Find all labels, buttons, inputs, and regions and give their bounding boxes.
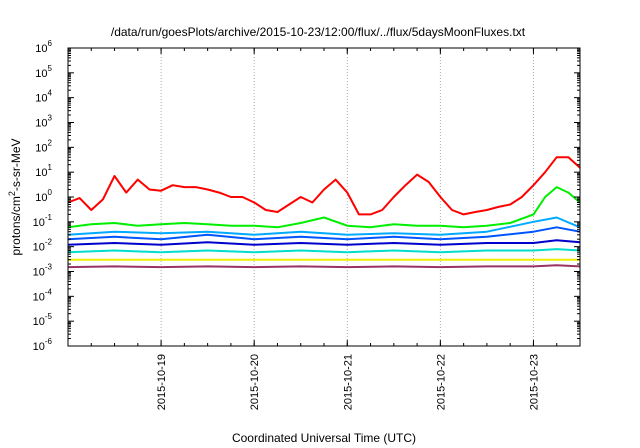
y-tick-label: 101 bbox=[35, 163, 52, 179]
y-tick-label-exponent: -6 bbox=[45, 337, 53, 346]
y-ticks: 10-610-510-410-310-210-11001011021031041… bbox=[33, 39, 580, 353]
y-tick-label: 103 bbox=[35, 114, 52, 130]
series-line-5 bbox=[67, 248, 581, 254]
y-tick-label-base: 10 bbox=[33, 291, 45, 303]
y-tick-label: 10-4 bbox=[33, 287, 53, 303]
y-axis-label-superscript: 2 bbox=[7, 191, 17, 196]
y-axis-label-main: protons/cm bbox=[9, 196, 23, 255]
y-tick-label-base: 10 bbox=[35, 43, 47, 55]
y-tick-label-exponent: 2 bbox=[48, 138, 53, 147]
x-axis-label: Coordinated Universal Time (UTC) bbox=[232, 431, 416, 445]
y-tick-label-base: 10 bbox=[33, 316, 45, 328]
y-tick-label-exponent: -5 bbox=[45, 312, 53, 321]
y-tick-label-base: 10 bbox=[35, 167, 47, 179]
series-line-1 bbox=[67, 186, 581, 229]
series-line-2 bbox=[67, 216, 581, 236]
y-axis-label-units: -s-sr-MeV bbox=[9, 138, 23, 191]
x-tick-label: 2015-10-21 bbox=[342, 354, 354, 410]
y-tick-label: 105 bbox=[35, 64, 52, 80]
chart-title: /data/run/goesPlots/archive/2015-10-23/1… bbox=[111, 25, 526, 39]
series-line-7 bbox=[67, 264, 581, 269]
series-line-0 bbox=[67, 156, 581, 216]
y-tick-label-exponent: 4 bbox=[48, 89, 53, 98]
grid-lines bbox=[160, 48, 534, 346]
y-tick-label-base: 10 bbox=[33, 267, 45, 279]
y-tick-label-base: 10 bbox=[35, 93, 47, 105]
y-tick-label: 10-5 bbox=[33, 312, 53, 328]
y-tick-label-base: 10 bbox=[35, 192, 47, 204]
x-tick-label: 2015-10-23 bbox=[528, 354, 540, 410]
y-tick-label-exponent: 5 bbox=[48, 64, 53, 73]
y-tick-label: 10-6 bbox=[33, 337, 53, 353]
x-ticks: 2015-10-19 2015-10-20 2015-10-21 2015-10-22… bbox=[67, 48, 581, 410]
y-tick-label: 10-3 bbox=[33, 263, 53, 279]
x-tick-label: 2015-10-22 bbox=[435, 354, 447, 410]
y-tick-label-exponent: 1 bbox=[48, 163, 53, 172]
y-tick-label: 100 bbox=[35, 188, 52, 204]
y-tick-label-base: 10 bbox=[35, 68, 47, 80]
y-tick-label-base: 10 bbox=[33, 217, 45, 229]
y-tick-label-exponent: -3 bbox=[45, 263, 53, 272]
plot-frame bbox=[67, 47, 581, 347]
y-tick-label: 10-1 bbox=[33, 213, 53, 229]
y-tick-label-base: 10 bbox=[33, 341, 45, 353]
y-tick-label: 104 bbox=[35, 89, 52, 105]
x-tick-label: 2015-10-20 bbox=[249, 354, 261, 410]
y-tick-label: 106 bbox=[35, 39, 52, 55]
y-tick-label-base: 10 bbox=[35, 142, 47, 154]
series-line-3 bbox=[67, 226, 581, 241]
y-tick-label-exponent: 6 bbox=[48, 39, 53, 48]
y-tick-label-exponent: 0 bbox=[48, 188, 53, 197]
y-tick-label-base: 10 bbox=[35, 118, 47, 130]
y-axis-label: protons/cm2-s-sr-MeV bbox=[7, 138, 23, 255]
y-tick-label: 10-2 bbox=[33, 238, 53, 254]
series-lines bbox=[67, 156, 581, 269]
y-tick-label-base: 10 bbox=[33, 242, 45, 254]
x-tick-label: 2015-10-19 bbox=[156, 354, 168, 410]
y-tick-label-exponent: -4 bbox=[45, 287, 53, 296]
y-tick-label-exponent: -1 bbox=[45, 213, 53, 222]
y-tick-label-exponent: -2 bbox=[45, 238, 53, 247]
y-tick-label-exponent: 3 bbox=[48, 114, 53, 123]
series-line-4 bbox=[67, 239, 581, 246]
y-tick-label: 102 bbox=[35, 138, 52, 154]
